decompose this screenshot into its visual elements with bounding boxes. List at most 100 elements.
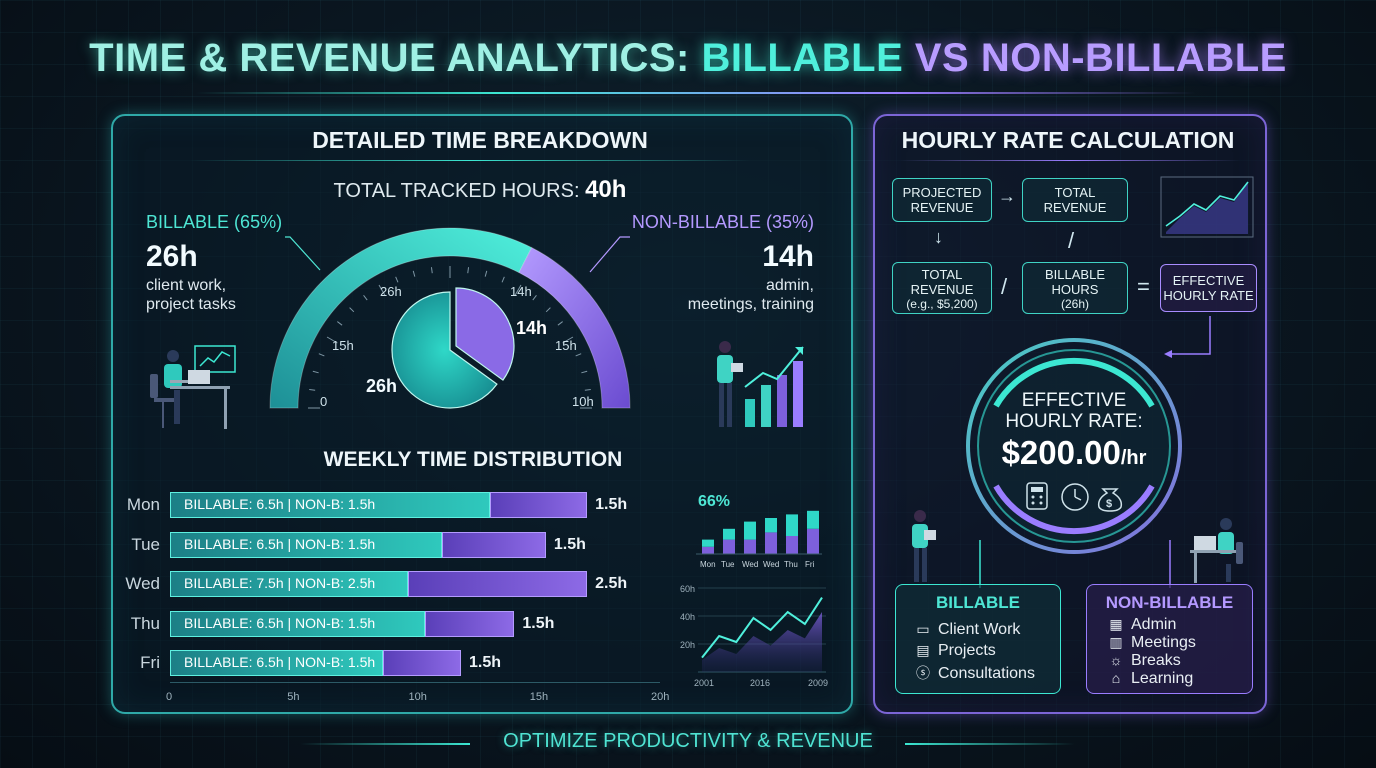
gauge-tick-mark bbox=[326, 336, 338, 344]
arrow-right: → bbox=[998, 186, 1016, 206]
rate-trend-chart bbox=[1160, 176, 1254, 238]
weekly-bar-row: BILLABLE: 6.5h | NON-B: 1.5h bbox=[170, 492, 588, 518]
projected-revenue-line1: PROJECTED bbox=[902, 185, 982, 200]
total-revenue-line1: TOTAL bbox=[921, 267, 963, 282]
effective-rate-value: $200.00/hr bbox=[956, 434, 1192, 472]
total-hours: TOTAL TRACKED HOURS: 40h bbox=[111, 176, 849, 204]
nonbillable-legend-title: NON-BILLABLE bbox=[1105, 593, 1234, 612]
gauge-tick-mark bbox=[395, 276, 399, 283]
billable-connector bbox=[285, 236, 321, 271]
gauge-arc-nonbillable bbox=[518, 246, 631, 409]
mini-bar-billable bbox=[807, 510, 819, 529]
legend-item-projects: ▤ Projects bbox=[914, 642, 996, 660]
gauge-tick-mark bbox=[557, 321, 563, 326]
mini-area-xtick-2: 2016 bbox=[750, 678, 770, 688]
legend-item-admin: ▦ Admin bbox=[1107, 616, 1176, 634]
breakdown-title: DETAILED TIME BREAKDOWN bbox=[312, 127, 648, 153]
gauge-tick-mark bbox=[412, 270, 416, 277]
legend-item-learning: ⌂ Learning bbox=[1107, 670, 1194, 688]
weekly-bar-nonbillable bbox=[490, 492, 588, 518]
weekly-x-tick: 15h bbox=[529, 691, 549, 703]
billable-legend-title: BILLABLE bbox=[935, 593, 1021, 612]
pie-label-billable: 26h bbox=[366, 376, 397, 396]
gauge-chart: 0 15h 26h 14h 15h 10h 26h 14h bbox=[269, 227, 631, 409]
clock-icon bbox=[1061, 483, 1089, 511]
mini-bar-billable bbox=[702, 539, 714, 547]
mini-bar-day-label: Tue bbox=[721, 560, 735, 569]
legend-projects-label: Projects bbox=[938, 642, 996, 659]
rate-connector-arrow bbox=[1164, 316, 1211, 358]
gauge-tick-mark bbox=[575, 353, 582, 357]
nonbillable-connector bbox=[589, 236, 630, 273]
lightbulb-icon: ☼ bbox=[1109, 652, 1123, 668]
weekly-bar-nonbillable bbox=[441, 532, 546, 558]
graduation-cap-icon: ⌂ bbox=[1111, 670, 1121, 686]
legend-client-work-label: Client Work bbox=[938, 621, 1021, 638]
total-revenue-top-line1: TOTAL bbox=[1054, 185, 1096, 200]
mini-bar-day-label: Thu bbox=[784, 560, 798, 569]
title-part-1: TIME & REVENUE ANALYTICS: bbox=[89, 36, 702, 80]
weekly-day-label: Mon bbox=[126, 495, 160, 514]
dollar-coin-icon: ⓢ bbox=[916, 665, 930, 681]
mini-bar-annotation: 66% bbox=[698, 493, 730, 510]
nonbillable-hours: 14h bbox=[762, 240, 814, 273]
gauge-tick-mark bbox=[378, 284, 386, 296]
gauge-tick-mark bbox=[584, 388, 591, 391]
legend-connectors bbox=[979, 540, 1171, 588]
gauge-tick-mark bbox=[309, 388, 316, 391]
pie-slice-nonbillable bbox=[455, 287, 515, 381]
gauge-tick-10h: 10h bbox=[572, 394, 594, 409]
mini-bar-billable bbox=[723, 528, 735, 540]
billable-hours-line2: HOURS bbox=[1051, 282, 1099, 297]
weekly-bar-row: BILLABLE: 6.5h | NON-B: 1.5h bbox=[170, 611, 515, 637]
calculator-icon bbox=[1026, 482, 1048, 510]
effective-rate-unit: /hr bbox=[1120, 447, 1147, 469]
gauge-tick-mark bbox=[514, 284, 522, 296]
weekly-bar-row: BILLABLE: 7.5h | NON-B: 2.5h bbox=[170, 571, 588, 597]
rate-icons: $ bbox=[1026, 482, 1123, 512]
gauge-tick-26h: 26h bbox=[380, 284, 402, 299]
legend-item-consultations: ⓢ Consultations bbox=[914, 663, 1035, 683]
gauge-tick-mark bbox=[562, 336, 574, 344]
legend-item-meetings: ▥ Meetings bbox=[1107, 634, 1196, 652]
total-hours-label: TOTAL TRACKED HOURS: bbox=[333, 180, 586, 202]
weekly-bar-nonbillable bbox=[424, 611, 515, 637]
weekly-bar-text: BILLABLE: 6.5h | NON-B: 1.5h bbox=[184, 496, 376, 512]
effective-rate-label-1: EFFECTIVE bbox=[1021, 390, 1127, 411]
gauge-tick-mark bbox=[581, 370, 588, 374]
weekly-day-label: Tue bbox=[131, 535, 160, 554]
mini-bar-day-label: Wed bbox=[742, 560, 758, 569]
meeting-icon: ▥ bbox=[1109, 634, 1123, 650]
footer-line-right bbox=[905, 743, 1075, 745]
mini-area-ytick-60: 60h bbox=[680, 584, 695, 594]
weekly-bar-billable bbox=[170, 571, 408, 597]
mini-area-ytick-20: 20h bbox=[680, 640, 695, 650]
gauge-tick-mark bbox=[337, 321, 343, 326]
weekly-x-tick: 0 bbox=[166, 691, 173, 703]
rate-title-line bbox=[900, 160, 1240, 161]
gauge-tick-15h-left: 15h bbox=[332, 338, 354, 353]
mini-area-xtick-1: 2001 bbox=[694, 678, 714, 688]
effective-rate-label-2: HOURLY RATE: bbox=[1005, 411, 1143, 432]
billable-hours-line1: BILLABLE bbox=[1045, 267, 1105, 282]
weekly-x-tick: 20h bbox=[651, 691, 670, 703]
mini-area-chart: 60h 40h 20h 2001 2016 2009 bbox=[680, 584, 828, 688]
weekly-bar-end-label: 1.5h bbox=[553, 536, 586, 553]
weekly-bar-nonbillable bbox=[383, 650, 461, 676]
weekly-axis-line bbox=[170, 682, 660, 683]
weekly-bar-text: BILLABLE: 6.5h | NON-B: 1.5h bbox=[184, 536, 376, 552]
rate-title: HOURLY RATE CALCULATION bbox=[901, 127, 1235, 153]
legend-item-client-work: ▭ Client Work bbox=[914, 621, 1020, 639]
weekly-bar-end-label: 2.5h bbox=[595, 575, 628, 592]
gauge-tick-mark bbox=[312, 370, 319, 374]
mini-bar-nonbillable bbox=[786, 536, 798, 554]
weekly-day-label: Thu bbox=[130, 614, 160, 633]
effective-rate-box: EFFECTIVE HOURLY RATE bbox=[1160, 264, 1257, 312]
gauge-tick-15h-right: 15h bbox=[555, 338, 577, 353]
mini-area-xtick-3: 2009 bbox=[808, 678, 828, 688]
weekly-bar-text: BILLABLE: 7.5h | NON-B: 2.5h bbox=[184, 575, 376, 591]
weekly-bar-billable bbox=[170, 611, 425, 637]
reviewer-illustration bbox=[912, 510, 936, 582]
legend-breaks-label: Breaks bbox=[1131, 652, 1181, 669]
title-underline bbox=[196, 92, 1196, 94]
